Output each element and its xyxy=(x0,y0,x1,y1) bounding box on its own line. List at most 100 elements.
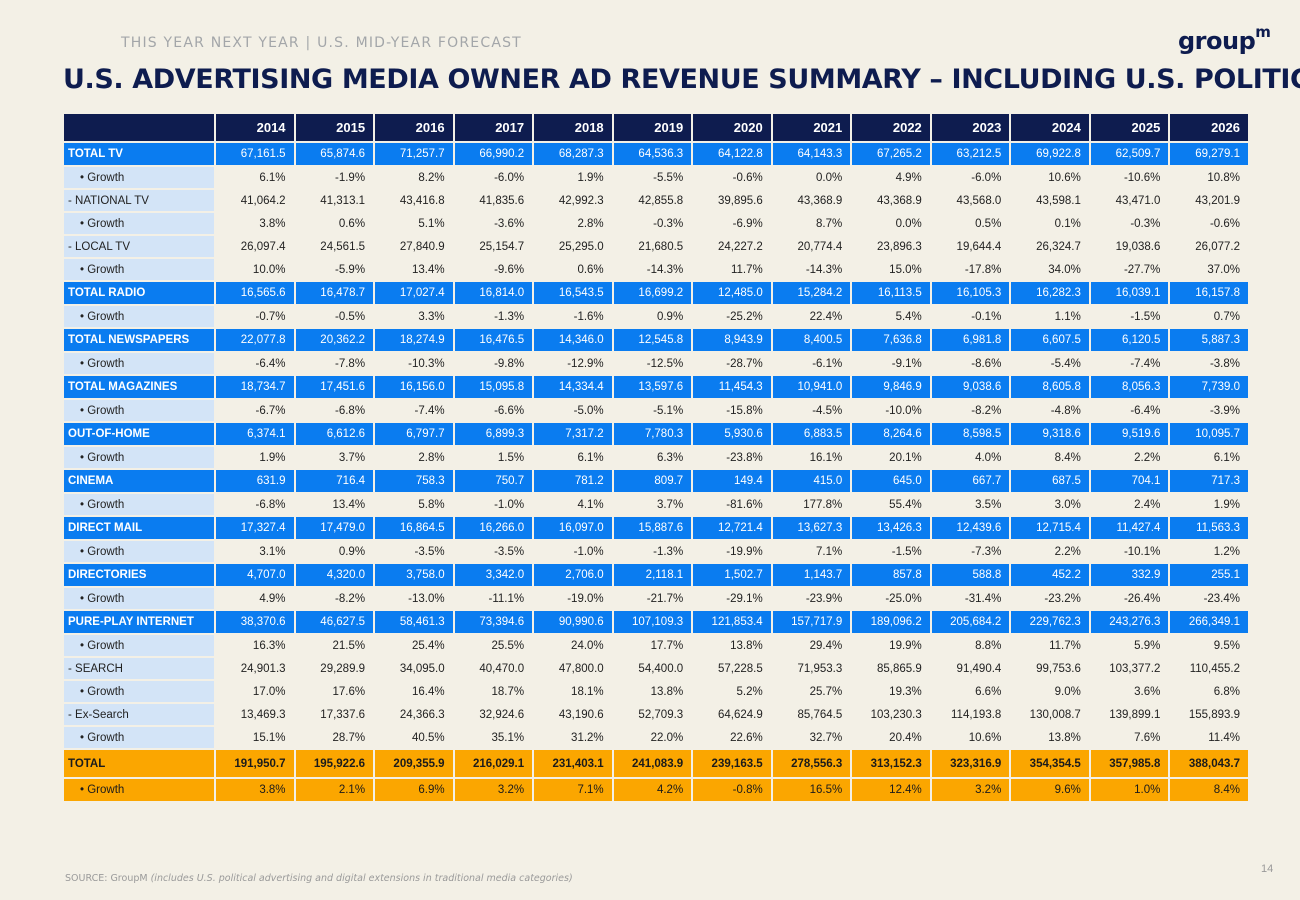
table-cell: 14,334.4 xyxy=(534,376,612,398)
table-cell: 354,354.5 xyxy=(1011,750,1089,777)
table-cell: -9.6% xyxy=(494,263,525,276)
table-cell: -5.0% xyxy=(573,404,604,417)
table-cell: 68,287.3 xyxy=(534,143,612,165)
table-cell: 39,895.6 xyxy=(717,194,763,207)
table-cell: 43,368.9 xyxy=(877,194,922,207)
table-cell: 69,279.1 xyxy=(1170,143,1248,165)
row-label: TOTAL xyxy=(64,750,214,777)
table-cell: 40,470.0 xyxy=(479,662,525,675)
table-cell: 1,143.7 xyxy=(772,564,851,586)
table-cell: 16,543.5 xyxy=(534,282,612,304)
source-detail: (includes U.S. political advertising and… xyxy=(150,873,573,884)
table-cell: -25.0% xyxy=(885,592,922,605)
table-cell: 0.6% xyxy=(577,263,604,276)
row-label: • Growth xyxy=(64,494,214,515)
table-row: • Growth 17.0% 17.6% 16.4% 18.7% 18.1% 13.8% 5.… xyxy=(64,681,1248,702)
table-cell: 13.8% xyxy=(730,639,763,652)
table-cell: 357,985.8 xyxy=(1090,750,1169,777)
year-header-2023: 2023 xyxy=(931,114,1010,141)
table-cell: -12.5% xyxy=(646,357,684,370)
row-label: PURE-PLAY INTERNET xyxy=(64,611,214,633)
table-cell: 6.9% xyxy=(375,779,453,801)
row-label: • Growth xyxy=(64,213,214,234)
table-cell: 1.0% xyxy=(1090,779,1169,801)
table-cell: -19.9% xyxy=(726,545,763,558)
table-cell: 71,953.3 xyxy=(797,662,843,675)
table-cell: 15.1% xyxy=(252,731,286,744)
table-cell: 69,922.8 xyxy=(1011,143,1089,165)
row-label: • Growth xyxy=(64,400,214,421)
table-cell: 9.0% xyxy=(1054,685,1081,698)
table-row: - NATIONAL TV 41,064.2 41,313.1 43,416.8 41,… xyxy=(64,190,1248,211)
table-body: TOTAL TV 67,161.5 65,874.6 71,257.7 66,990.2… xyxy=(64,143,1248,801)
table-cell: -6.4% xyxy=(255,357,286,370)
table-cell: 3.5% xyxy=(975,498,1002,511)
table-cell: -1.9% xyxy=(335,171,366,184)
table-cell: 25,295.0 xyxy=(558,240,604,253)
table-cell: 27,840.9 xyxy=(399,240,445,253)
table-cell: 7.1% xyxy=(816,545,843,558)
year-header-2025: 2025 xyxy=(1090,114,1169,141)
table-cell: 11,454.3 xyxy=(693,376,771,398)
row-label: • Growth xyxy=(64,259,214,280)
table-cell: -7.4% xyxy=(1130,357,1161,370)
table-cell: 34,095.0 xyxy=(399,662,445,675)
table-cell: 3.2% xyxy=(931,779,1010,801)
table-cell: 139,899.1 xyxy=(1109,708,1161,721)
table-cell: 0.0% xyxy=(895,217,922,230)
logo-text: group xyxy=(1178,27,1256,55)
row-label: • Growth xyxy=(64,447,214,468)
table-cell: 2.8% xyxy=(577,217,604,230)
table-cell: 32,924.6 xyxy=(479,708,525,721)
row-label: DIRECTORIES xyxy=(64,564,214,586)
table-cell: -1.6% xyxy=(573,310,604,323)
table-cell: 54,400.0 xyxy=(638,662,684,675)
table-cell: 3.3% xyxy=(418,310,445,323)
table-cell: -7.3% xyxy=(971,545,1002,558)
table-cell: 41,064.2 xyxy=(240,194,286,207)
table-cell: 121,853.4 xyxy=(693,611,771,633)
table-row: - Ex-Search 13,469.3 17,337.6 24,366.3 32,92… xyxy=(64,704,1248,725)
table-cell: 16,282.3 xyxy=(1011,282,1089,304)
table-cell: -10.1% xyxy=(1123,545,1161,558)
table-cell: 19.3% xyxy=(889,685,922,698)
table-cell: 16,478.7 xyxy=(295,282,374,304)
table-cell: 16.5% xyxy=(772,779,851,801)
table-cell: 11.7% xyxy=(1049,639,1081,652)
table-cell: 2.4% xyxy=(1134,498,1161,511)
table-cell: -7.8% xyxy=(335,357,366,370)
year-header-2017: 2017 xyxy=(454,114,533,141)
table-cell: 781.2 xyxy=(534,470,612,492)
table-cell: 157,717.9 xyxy=(772,611,851,633)
table-cell: 809.7 xyxy=(613,470,692,492)
table-cell: 16.4% xyxy=(411,685,445,698)
table-cell: 6.1% xyxy=(1213,451,1240,464)
report-kicker: THIS YEAR NEXT YEAR | U.S. MID-YEAR FORE… xyxy=(121,35,522,51)
table-cell: -8.6% xyxy=(971,357,1002,370)
table-cell: 21,680.5 xyxy=(638,240,684,253)
table-cell: -5.5% xyxy=(653,171,684,184)
table-cell: -10.6% xyxy=(1123,171,1161,184)
table-cell: -14.3% xyxy=(805,263,843,276)
table-cell: 11,427.4 xyxy=(1090,517,1169,539)
table-row: DIRECT MAIL 17,327.4 17,479.0 16,864.5 16,26… xyxy=(64,517,1248,539)
table-cell: 47,800.0 xyxy=(558,662,604,675)
table-cell: 18.7% xyxy=(491,685,525,698)
table-cell: 716.4 xyxy=(295,470,374,492)
table-cell: 704.1 xyxy=(1090,470,1169,492)
table-cell: 103,230.3 xyxy=(870,708,922,721)
table-cell: 23,896.3 xyxy=(877,240,922,253)
table-cell: 5,887.3 xyxy=(1170,329,1248,351)
table-cell: 114,193.8 xyxy=(951,708,1002,721)
table-cell: 24,901.3 xyxy=(240,662,286,675)
table-cell: 6,899.3 xyxy=(454,423,533,445)
table-cell: 20.4% xyxy=(889,731,922,744)
table-cell: -1.0% xyxy=(494,498,525,511)
year-header-2015: 2015 xyxy=(295,114,374,141)
table-row: • Growth -6.8% 13.4% 5.8% -1.0% 4.1% 3.7% -81.6… xyxy=(64,494,1248,515)
table-cell: 6.1% xyxy=(577,451,604,464)
table-cell: 15,887.6 xyxy=(613,517,692,539)
page-number: 14 xyxy=(1261,863,1274,875)
table-row: CINEMA 631.9 716.4 758.3 750.7 781.2 809.7 149.… xyxy=(64,470,1248,492)
table-row: TOTAL MAGAZINES 18,734.7 17,451.6 16,156.0 1… xyxy=(64,376,1248,398)
